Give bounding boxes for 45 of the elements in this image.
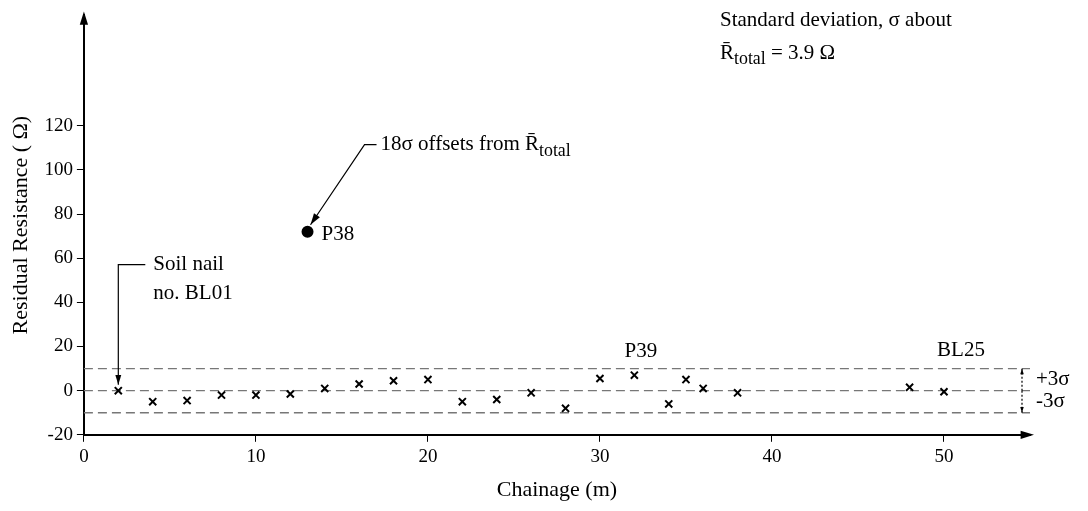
x-tick-label: 30	[590, 445, 610, 467]
point	[561, 403, 571, 413]
point	[733, 388, 743, 398]
y-axis-title: Residual Resistance ( Ω)	[6, 115, 32, 335]
point	[301, 225, 314, 238]
point	[457, 397, 467, 407]
point	[216, 390, 227, 400]
point	[629, 370, 639, 380]
y-tick-label: 20	[53, 334, 73, 356]
point	[492, 394, 502, 405]
point	[905, 382, 915, 392]
point	[595, 373, 605, 384]
y-tick-label: 60	[53, 246, 73, 268]
x-tick-label: 40	[762, 445, 782, 467]
y-tick-label: 120	[44, 113, 73, 135]
point	[389, 376, 399, 386]
point	[681, 375, 691, 385]
text: -3σ	[1036, 388, 1065, 413]
x-tick-label: 50	[934, 445, 954, 467]
point	[664, 399, 674, 409]
point	[285, 389, 295, 399]
y-tick-label: 100	[44, 157, 73, 179]
x-tick-label: 20	[418, 445, 438, 467]
point	[113, 386, 123, 396]
point	[939, 387, 949, 397]
annotation: P38	[321, 221, 355, 246]
point	[698, 383, 708, 393]
annotation: Soil nail no. BL01	[153, 251, 233, 305]
point	[354, 379, 364, 389]
x-axis-title: Chainage (m)	[496, 475, 618, 501]
y-tick-label: 40	[53, 290, 73, 312]
text: +3σ	[1036, 366, 1070, 391]
point	[148, 397, 158, 407]
point	[251, 390, 261, 400]
x-tick-label: 0	[79, 445, 89, 467]
y-tick-label: 80	[53, 202, 73, 224]
annotation: BL25	[937, 337, 985, 362]
x-tick-label: 10	[246, 445, 266, 467]
annotation: P39	[624, 338, 658, 363]
point	[526, 388, 536, 398]
point	[320, 383, 330, 393]
point	[182, 396, 192, 406]
point	[423, 375, 433, 385]
y-tick-label: -20	[47, 422, 73, 444]
y-tick-label: 0	[63, 378, 73, 400]
